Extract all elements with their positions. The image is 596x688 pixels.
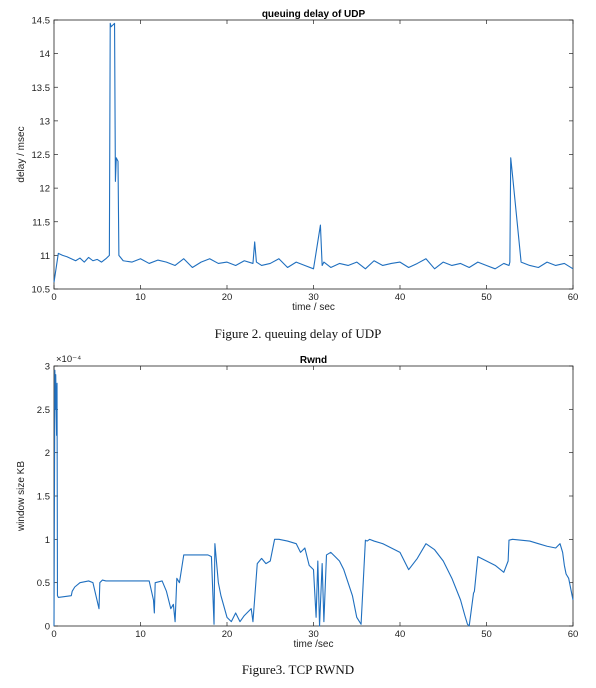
series-line-0 [53, 22, 574, 283]
figure-3-caption: Figure3. TCP RWND [241, 662, 355, 677]
series-line-0 [53, 369, 574, 627]
y-tick-label: 12.5 [32, 150, 51, 161]
y-tick-label: 13 [39, 116, 50, 127]
udp-delay-chart: 0 10 20 30 40 50 60 10.5 11 11.5 12 12.5 13 13.5 14 14.… [16, 9, 579, 313]
y-tick-label: 0 [45, 622, 50, 633]
chart-title: queuing delay of UDP [262, 9, 366, 20]
x-tick-label: 40 [395, 629, 406, 640]
x-tick-label: 0 [51, 629, 56, 640]
x-tick-label: 30 [308, 292, 319, 303]
plot-area-frame [53, 19, 574, 290]
y-tick-label: 11 [40, 251, 50, 262]
y-tick-label: 1.5 [37, 492, 50, 503]
y-axis-label: delay / msec [16, 126, 27, 182]
tcp-rwnd-chart: 0 10 20 30 40 50 60 0 0.5 1 1.5 2 2.5 3 Rwnd time /sec w… [16, 354, 579, 650]
y-axis-label: window size KB [16, 461, 27, 532]
x-tick-label: 50 [481, 292, 492, 303]
x-tick-label: 50 [481, 629, 492, 640]
y-tick-label: 0.5 [37, 578, 50, 589]
x-tick-label: 20 [222, 292, 233, 303]
y-tick-label: 11.5 [32, 217, 50, 228]
x-axis-label: time /sec [293, 639, 333, 650]
x-tick-label: 0 [51, 292, 56, 303]
y-tick-label: 1 [45, 535, 50, 546]
x-tick-label: 60 [568, 292, 579, 303]
y-tick-label: 10.5 [32, 285, 51, 296]
plot-area-frame [53, 365, 574, 627]
y-tick-label: 13.5 [32, 83, 51, 94]
y-scale-exponent: ×10⁻⁴ [56, 354, 81, 365]
x-tick-label: 20 [222, 629, 233, 640]
y-tick-label: 14 [39, 49, 50, 60]
figure-tcp-rwnd: 0 10 20 30 40 50 60 0 0.5 1 1.5 2 2.5 3 Rwnd time /sec w… [0, 350, 596, 650]
y-tick-label: 12 [39, 184, 50, 195]
x-tick-label: 40 [395, 292, 406, 303]
chart-title: Rwnd [300, 355, 327, 366]
figure-udp-delay: 0 10 20 30 40 50 60 10.5 11 11.5 12 12.5 13 13.5 14 14.… [0, 0, 596, 318]
x-tick-label: 60 [568, 629, 579, 640]
y-tick-label: 3 [45, 362, 50, 373]
y-tick-label: 2 [45, 448, 50, 459]
y-tick-label: 14.5 [32, 16, 51, 27]
y-tick-label: 2.5 [37, 405, 50, 416]
x-tick-label: 10 [135, 292, 146, 303]
figure-2-caption: Figure 2. queuing delay of UDP [214, 326, 382, 341]
x-axis-label: time / sec [292, 302, 335, 313]
x-tick-label: 30 [308, 629, 319, 640]
x-tick-label: 10 [135, 629, 146, 640]
